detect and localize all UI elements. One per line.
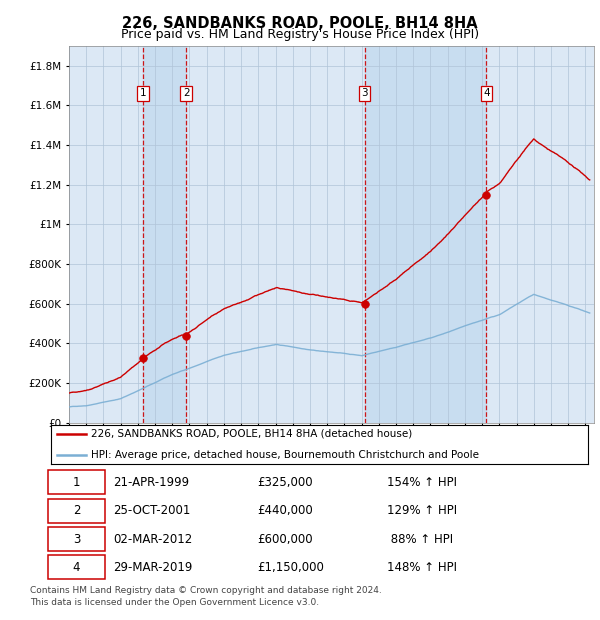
Text: £440,000: £440,000 [258, 504, 313, 517]
Text: 88% ↑ HPI: 88% ↑ HPI [386, 533, 453, 546]
Text: HPI: Average price, detached house, Bournemouth Christchurch and Poole: HPI: Average price, detached house, Bour… [91, 450, 479, 460]
Text: 129% ↑ HPI: 129% ↑ HPI [386, 504, 457, 517]
FancyBboxPatch shape [49, 498, 105, 523]
Text: 1: 1 [140, 89, 146, 99]
Text: Price paid vs. HM Land Registry's House Price Index (HPI): Price paid vs. HM Land Registry's House … [121, 28, 479, 41]
Text: £600,000: £600,000 [258, 533, 313, 546]
Text: Contains HM Land Registry data © Crown copyright and database right 2024.: Contains HM Land Registry data © Crown c… [30, 586, 382, 595]
Text: 2: 2 [183, 89, 190, 99]
FancyBboxPatch shape [49, 556, 105, 579]
Text: 25-OCT-2001: 25-OCT-2001 [113, 504, 190, 517]
Text: 21-APR-1999: 21-APR-1999 [113, 476, 189, 489]
Text: 226, SANDBANKS ROAD, POOLE, BH14 8HA: 226, SANDBANKS ROAD, POOLE, BH14 8HA [122, 16, 478, 30]
Text: 154% ↑ HPI: 154% ↑ HPI [386, 476, 457, 489]
Text: £1,150,000: £1,150,000 [258, 561, 325, 574]
Text: 1: 1 [73, 476, 80, 489]
FancyBboxPatch shape [49, 527, 105, 551]
Text: 226, SANDBANKS ROAD, POOLE, BH14 8HA (detached house): 226, SANDBANKS ROAD, POOLE, BH14 8HA (de… [91, 429, 413, 439]
Text: 3: 3 [73, 533, 80, 546]
Text: 3: 3 [361, 89, 368, 99]
Text: 2: 2 [73, 504, 80, 517]
Text: 148% ↑ HPI: 148% ↑ HPI [386, 561, 457, 574]
Bar [143, 46, 187, 423]
FancyBboxPatch shape [49, 471, 105, 494]
Text: £325,000: £325,000 [258, 476, 313, 489]
Text: 29-MAR-2019: 29-MAR-2019 [113, 561, 192, 574]
Text: 4: 4 [73, 561, 80, 574]
Text: This data is licensed under the Open Government Licence v3.0.: This data is licensed under the Open Gov… [30, 598, 319, 608]
Text: 4: 4 [483, 89, 490, 99]
Bar [365, 46, 487, 423]
Text: 02-MAR-2012: 02-MAR-2012 [113, 533, 192, 546]
